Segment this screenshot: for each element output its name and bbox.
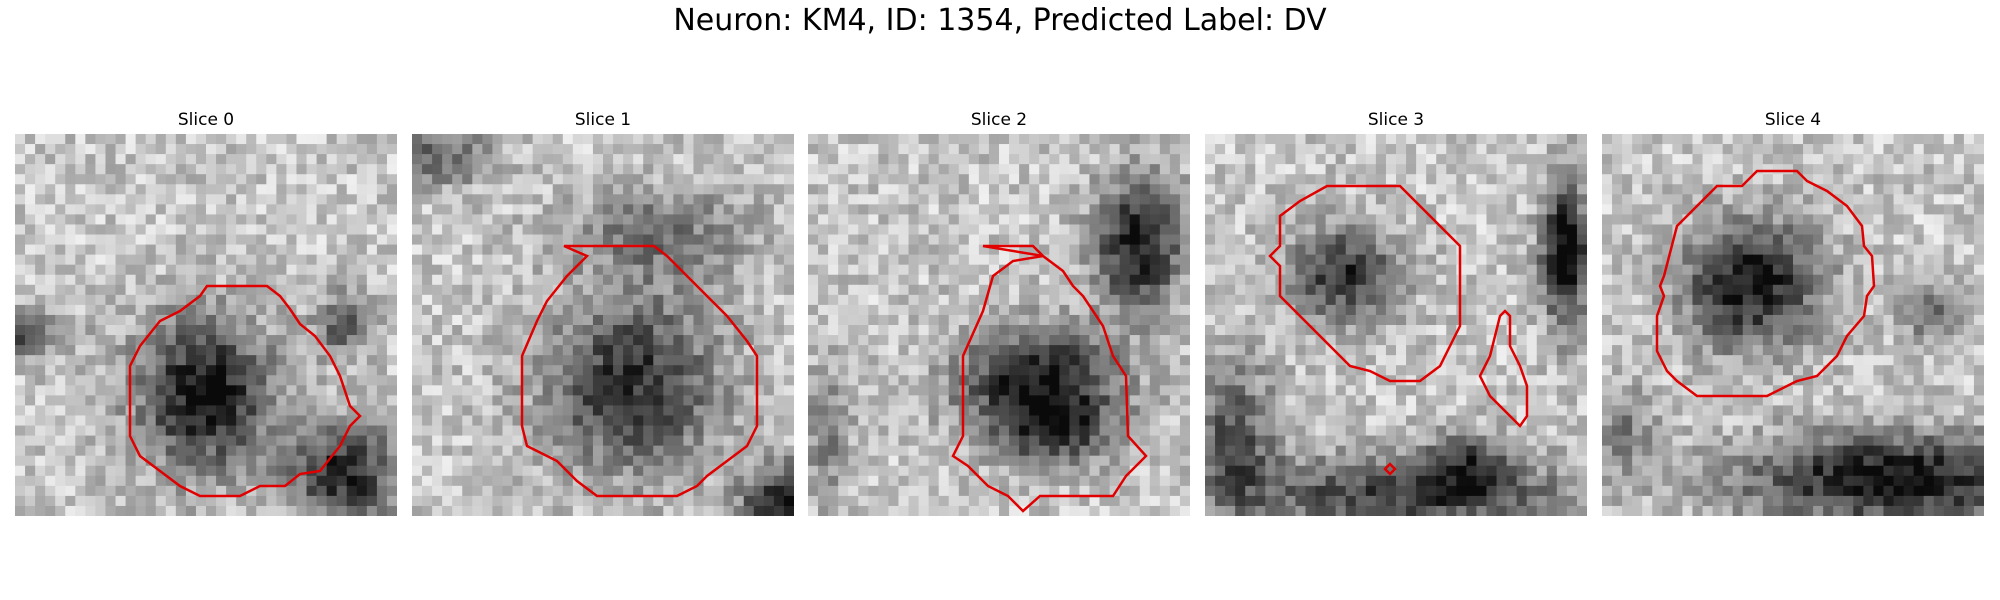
slice-title-4: Slice 4 [1764, 110, 1822, 130]
slice-panel-0: Slice 0 [15, 110, 397, 516]
slice-image-2 [808, 134, 1190, 516]
slice-title-0: Slice 0 [177, 110, 235, 130]
slice-panel-4: Slice 4 [1602, 110, 1984, 516]
cell-contour [1655, 169, 1876, 398]
slice-title-3: Slice 3 [1367, 110, 1425, 130]
pixel-grid-0 [15, 134, 397, 516]
slice-image-4 [1602, 134, 1984, 516]
cell-contour [128, 284, 362, 498]
pixel-grid-1 [412, 134, 794, 516]
pixel-grid-3 [1205, 134, 1587, 516]
slice-title-1: Slice 1 [574, 110, 632, 130]
cell-contour [1383, 462, 1397, 476]
slice-image-0 [15, 134, 397, 516]
slice-panel-3: Slice 3 [1205, 110, 1587, 516]
pixel-grid-4 [1602, 134, 1984, 516]
slice-image-1 [412, 134, 794, 516]
slice-image-3 [1205, 134, 1587, 516]
cell-contour [1478, 309, 1529, 428]
figure-title: Neuron: KM4, ID: 1354, Predicted Label: … [673, 3, 1327, 38]
pixel-grid-2 [808, 134, 1190, 516]
cell-contour [1268, 184, 1462, 383]
slice-title-2: Slice 2 [970, 110, 1028, 130]
slice-panel-2: Slice 2 [808, 110, 1190, 516]
slice-panel-1: Slice 1 [412, 110, 794, 516]
cell-contour [520, 244, 759, 498]
cell-contour [951, 244, 1148, 513]
